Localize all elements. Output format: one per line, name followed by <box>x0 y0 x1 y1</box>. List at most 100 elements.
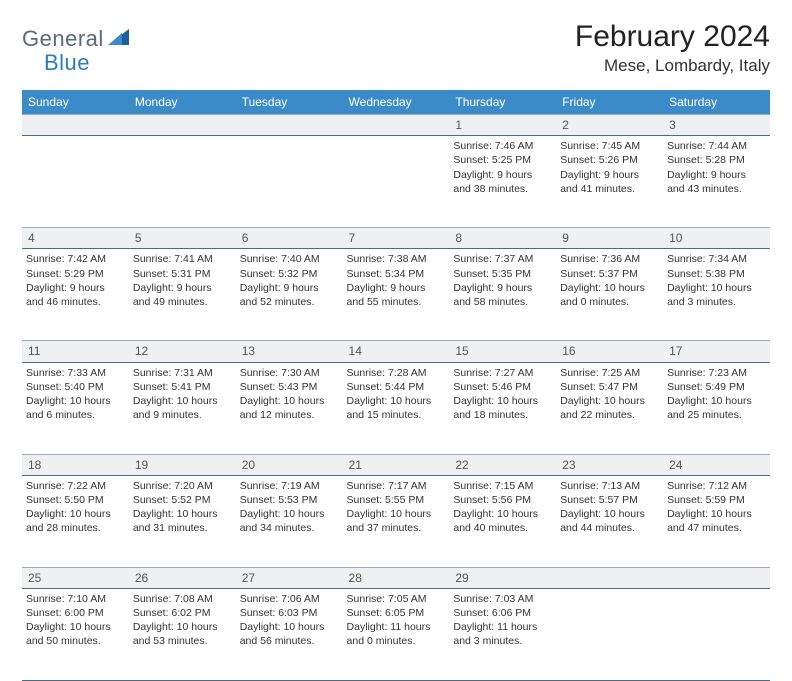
day-number: 27 <box>236 567 343 588</box>
daylight-line: Daylight: 10 hours and 12 minutes. <box>240 394 339 422</box>
day-number: 11 <box>22 341 129 362</box>
daylight-line: Daylight: 10 hours and 34 minutes. <box>240 507 339 535</box>
weekday-header: Monday <box>129 90 236 115</box>
sunrise-line: Sunrise: 7:45 AM <box>560 139 659 153</box>
day-cell: Sunrise: 7:42 AMSunset: 5:29 PMDaylight:… <box>22 249 129 341</box>
sunset-line: Sunset: 5:53 PM <box>240 493 339 507</box>
sunrise-line: Sunrise: 7:15 AM <box>453 479 552 493</box>
day-detail-row: Sunrise: 7:46 AMSunset: 5:25 PMDaylight:… <box>22 136 770 228</box>
day-number: 14 <box>343 341 450 362</box>
sunset-line: Sunset: 6:00 PM <box>26 606 125 620</box>
sunset-line: Sunset: 6:06 PM <box>453 606 552 620</box>
daylight-line: Daylight: 10 hours and 40 minutes. <box>453 507 552 535</box>
day-cell: Sunrise: 7:44 AMSunset: 5:28 PMDaylight:… <box>663 136 770 228</box>
sunrise-line: Sunrise: 7:22 AM <box>26 479 125 493</box>
day-detail-row: Sunrise: 7:33 AMSunset: 5:40 PM Daylight:… <box>22 362 770 454</box>
sunrise-line: Sunrise: 7:34 AM <box>667 252 766 266</box>
sunset-line: Sunset: 5:35 PM <box>453 267 552 281</box>
day-cell: Sunrise: 7:22 AMSunset: 5:50 PMDaylight:… <box>22 475 129 567</box>
calendar-table: SundayMondayTuesdayWednesdayThursdayFrid… <box>22 90 770 681</box>
sunset-line: Sunset: 5:38 PM <box>667 267 766 281</box>
day-cell: Sunrise: 7:17 AMSunset: 5:55 PMDaylight:… <box>343 475 450 567</box>
sunset-line: Sunset: 5:57 PM <box>560 493 659 507</box>
day-cell: Sunrise: 7:12 AMSunset: 5:59 PMDaylight:… <box>663 475 770 567</box>
triangle-icon <box>108 28 130 51</box>
sunrise-line: Sunrise: 7:06 AM <box>240 592 339 606</box>
day-cell: Sunrise: 7:25 AMSunset: 5:47 PMDaylight:… <box>556 362 663 454</box>
daylight-line: Daylight: 9 hours and 41 minutes. <box>560 168 659 196</box>
day-cell: Sunrise: 7:41 AMSunset: 5:31 PMDaylight:… <box>129 249 236 341</box>
daylight-line: Daylight: 10 hours and 18 minutes. <box>453 394 552 422</box>
day-number: 2 <box>556 115 663 136</box>
day-cell: Sunrise: 7:34 AMSunset: 5:38 PMDaylight:… <box>663 249 770 341</box>
sunset-line: Sunset: 6:02 PM <box>133 606 232 620</box>
day-number: 21 <box>343 454 450 475</box>
day-number: 7 <box>343 228 450 249</box>
sunrise-line: Sunrise: 7:33 AM <box>26 366 125 380</box>
day-number-row: 2526272829 <box>22 567 770 588</box>
day-number: 26 <box>129 567 236 588</box>
day-cell: Sunrise: 7:33 AMSunset: 5:40 PMDaylight:… <box>22 362 129 454</box>
day-cell: Sunrise: 7:36 AMSunset: 5:37 PMDaylight:… <box>556 249 663 341</box>
day-number-row: 123 <box>22 115 770 136</box>
sunset-line: Sunset: 5:26 PM <box>560 153 659 167</box>
day-cell: Sunrise: 7:37 AMSunset: 5:35 PMDaylight:… <box>449 249 556 341</box>
sunrise-line: Sunrise: 7:38 AM <box>347 252 446 266</box>
header: General February 2024 Mese, Lombardy, It… <box>22 20 770 76</box>
sunrise-line: Sunrise: 7:30 AM <box>240 366 339 380</box>
sunrise-line: Sunrise: 7:20 AM <box>133 479 232 493</box>
sunset-line: Sunset: 5:32 PM <box>240 267 339 281</box>
sunset-line: Sunset: 5:46 PM <box>453 380 552 394</box>
sunrise-line: Sunrise: 7:46 AM <box>453 139 552 153</box>
day-number: 17 <box>663 341 770 362</box>
day-cell: Sunrise: 7:05 AMSunset: 6:05 PMDaylight:… <box>343 588 450 680</box>
day-number: 15 <box>449 341 556 362</box>
daylight-line: Daylight: 10 hours and 9 minutes. <box>133 394 232 422</box>
day-number: 12 <box>129 341 236 362</box>
daylight-line: Daylight: 9 hours and 49 minutes. <box>133 281 232 309</box>
day-cell: Sunrise: 7:27 AMSunset: 5:46 PMDaylight:… <box>449 362 556 454</box>
sunrise-line: Sunrise: 7:17 AM <box>347 479 446 493</box>
daylight-line: Daylight: 9 hours and 52 minutes. <box>240 281 339 309</box>
day-number: 25 <box>22 567 129 588</box>
day-number: 24 <box>663 454 770 475</box>
day-number <box>663 567 770 588</box>
sunset-line: Sunset: 5:55 PM <box>347 493 446 507</box>
day-cell: Sunrise: 7:15 AMSunset: 5:56 PMDaylight:… <box>449 475 556 567</box>
sunset-line: Sunset: 5:40 PM <box>26 380 125 394</box>
day-number-row: 11121314151617 <box>22 341 770 362</box>
day-number: 20 <box>236 454 343 475</box>
logo: General <box>22 20 132 52</box>
daylight-line: Daylight: 10 hours and 3 minutes. <box>667 281 766 309</box>
sunrise-line: Sunrise: 7:44 AM <box>667 139 766 153</box>
day-number: 4 <box>22 228 129 249</box>
sunrise-line: Sunrise: 7:19 AM <box>240 479 339 493</box>
day-number: 3 <box>663 115 770 136</box>
day-cell: Sunrise: 7:30 AMSunset: 5:43 PMDaylight:… <box>236 362 343 454</box>
day-number: 29 <box>449 567 556 588</box>
weekday-header: Saturday <box>663 90 770 115</box>
day-cell: Sunrise: 7:31 AMSunset: 5:41 PMDaylight:… <box>129 362 236 454</box>
daylight-line: Daylight: 10 hours and 44 minutes. <box>560 507 659 535</box>
weekday-header: Tuesday <box>236 90 343 115</box>
sunrise-line: Sunrise: 7:31 AM <box>133 366 232 380</box>
calendar-header-row: SundayMondayTuesdayWednesdayThursdayFrid… <box>22 90 770 115</box>
daylight-line: Daylight: 9 hours and 38 minutes. <box>453 168 552 196</box>
day-detail-row: Sunrise: 7:42 AMSunset: 5:29 PMDaylight:… <box>22 249 770 341</box>
sunset-line: Sunset: 5:25 PM <box>453 153 552 167</box>
sunset-line: Sunset: 5:50 PM <box>26 493 125 507</box>
sunrise-line: Sunrise: 7:40 AM <box>240 252 339 266</box>
sunrise-line: Sunrise: 7:42 AM <box>26 252 125 266</box>
day-cell <box>343 136 450 228</box>
day-cell: Sunrise: 7:28 AMSunset: 5:44 PMDaylight:… <box>343 362 450 454</box>
daylight-line: Daylight: 10 hours and 15 minutes. <box>347 394 446 422</box>
day-number <box>343 115 450 136</box>
daylight-line: Daylight: 10 hours and 37 minutes. <box>347 507 446 535</box>
sunset-line: Sunset: 5:59 PM <box>667 493 766 507</box>
day-number: 5 <box>129 228 236 249</box>
sunset-line: Sunset: 5:49 PM <box>667 380 766 394</box>
daylight-line: Daylight: 10 hours and 31 minutes. <box>133 507 232 535</box>
sunrise-line: Sunrise: 7:37 AM <box>453 252 552 266</box>
logo-text-blue-wrap: Blue <box>44 50 90 76</box>
sunset-line: Sunset: 5:44 PM <box>347 380 446 394</box>
